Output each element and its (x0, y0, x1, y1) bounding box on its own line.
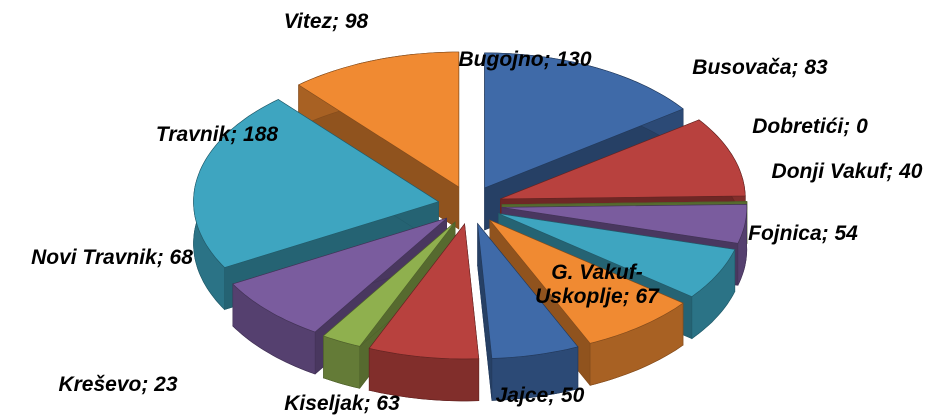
data-label: Novi Travnik; 68 (31, 246, 193, 269)
data-label: Vitez; 98 (283, 10, 369, 33)
slice-top (232, 217, 447, 333)
data-label: Kreševo; 23 (58, 373, 178, 396)
slice-top (477, 222, 579, 359)
data-label: Travnik; 188 (155, 123, 279, 146)
data-label: Bugojno; 130 (458, 48, 592, 71)
data-label: G. Vakuf-Uskoplje; 67 (535, 261, 659, 308)
slice-top (193, 99, 440, 268)
slice-top (501, 201, 747, 205)
slice-top (322, 221, 456, 347)
data-label: Donji Vakuf; 40 (771, 160, 923, 183)
data-label: Kiseljak; 63 (284, 392, 400, 415)
data-label: Jajce; 50 (495, 384, 585, 407)
slice-top (297, 51, 460, 188)
pie-slice (368, 223, 480, 402)
data-label: Fojnica; 54 (748, 222, 858, 245)
slice-top (368, 223, 480, 360)
data-label: Dobretići; 0 (752, 115, 868, 138)
slice-top (484, 52, 684, 189)
slice-top (501, 204, 748, 244)
data-label: Busovača; 83 (692, 56, 828, 79)
slice-top (489, 219, 684, 344)
slice-top (500, 119, 746, 200)
pie-slice (477, 222, 579, 401)
slice-top (498, 213, 736, 297)
